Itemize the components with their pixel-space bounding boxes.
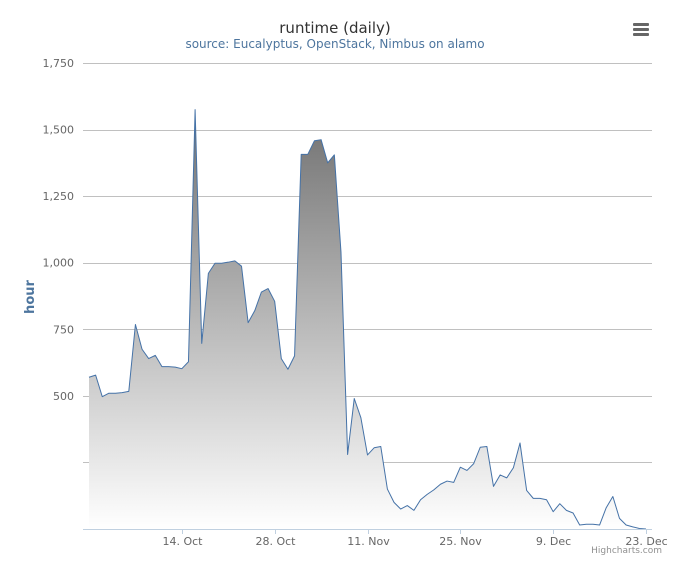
y-tick-label: 750 xyxy=(53,323,74,336)
y-tick-label: 1,500 xyxy=(43,124,75,137)
y-tick-label: 1,250 xyxy=(43,190,75,203)
credits-link[interactable]: Highcharts.com xyxy=(591,546,662,556)
y-axis-title: hour xyxy=(23,279,38,313)
x-tick-label: 23. Dec xyxy=(625,535,667,548)
x-tick-label: 28. Oct xyxy=(255,535,296,548)
x-axis-ticks: 14. Oct 28. Oct 11. Nov 25. Nov 9. Dec 23. De… xyxy=(162,535,667,548)
x-axis xyxy=(83,529,652,534)
series-area-fill xyxy=(89,109,646,529)
y-tick-label: 500 xyxy=(53,390,74,403)
x-tick-label: 25. Nov xyxy=(439,535,482,548)
y-tick-label: 1,750 xyxy=(43,57,75,70)
menu-icon[interactable] xyxy=(632,21,650,39)
series-area-layer xyxy=(88,109,647,530)
y-axis-ticks: 500 750 1,000 1,250 1,500 1,750 xyxy=(43,57,75,403)
chart-title: runtime (daily) xyxy=(279,19,390,37)
x-tick-label: 14. Oct xyxy=(162,535,203,548)
x-tick-label: 11. Nov xyxy=(347,535,390,548)
x-tick-label: 9. Dec xyxy=(536,535,571,548)
chart-subtitle: source: Eucalyptus, OpenStack, Nimbus on… xyxy=(185,37,484,51)
y-tick-label: 1,000 xyxy=(43,257,75,270)
